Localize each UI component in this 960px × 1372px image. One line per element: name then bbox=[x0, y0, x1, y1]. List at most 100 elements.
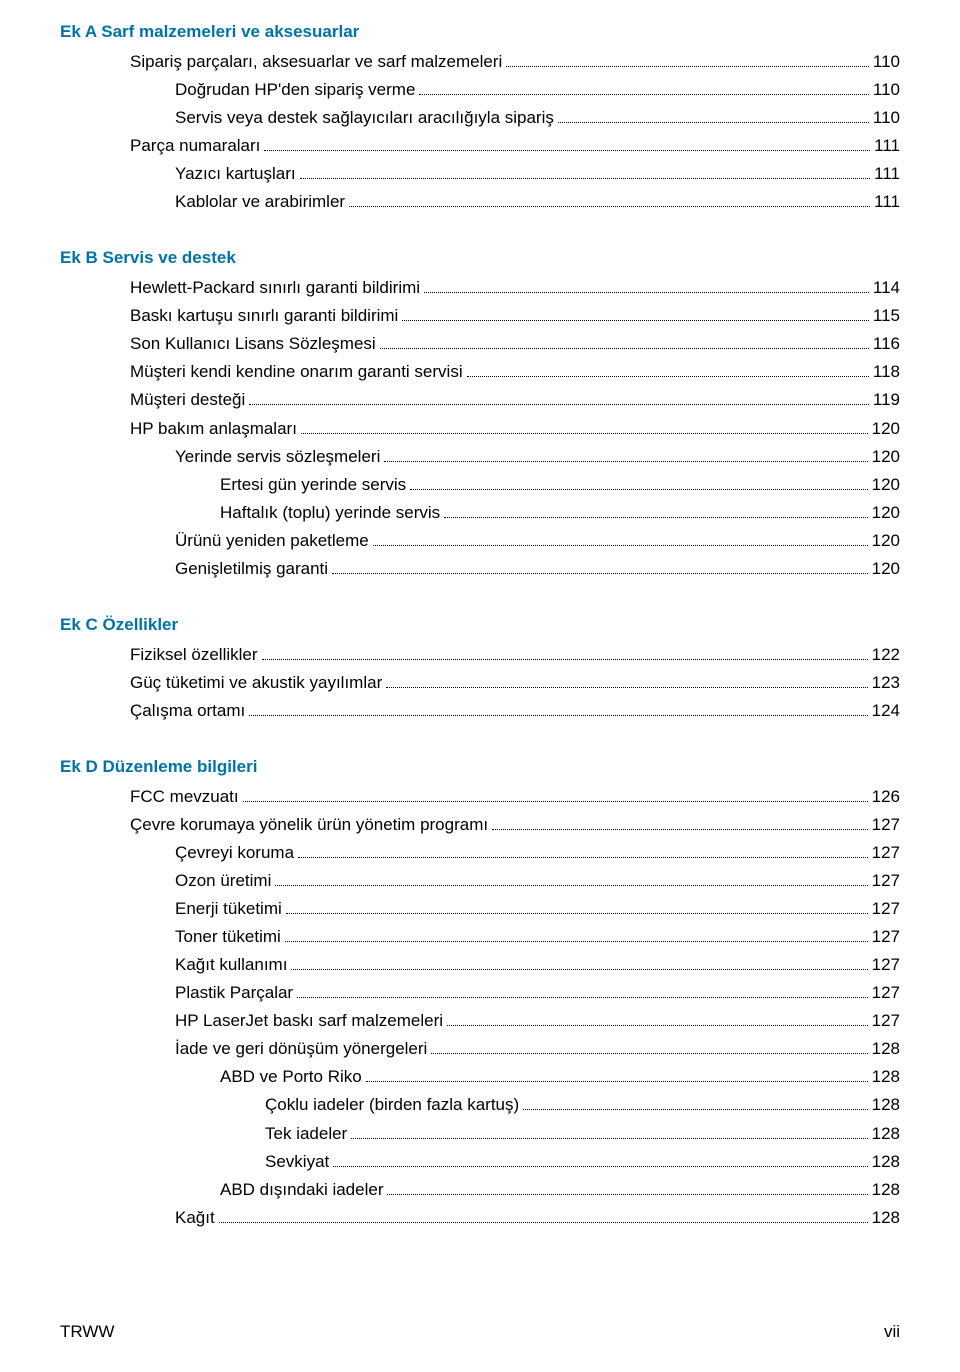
toc-entry: FCC mevzuatı 126 bbox=[60, 783, 900, 811]
toc-entry-page: 114 bbox=[873, 274, 900, 302]
toc-entry-label: Kağıt bbox=[175, 1204, 215, 1232]
toc-entry: Toner tüketimi 127 bbox=[60, 923, 900, 951]
toc-section: Ek C ÖzelliklerFiziksel özellikler122Güç… bbox=[60, 615, 900, 725]
toc-leader-dots bbox=[349, 192, 870, 207]
toc-entry: Haftalık (toplu) yerinde servis 120 bbox=[60, 499, 900, 527]
toc-entry: İade ve geri dönüşüm yönergeleri128 bbox=[60, 1035, 900, 1063]
toc-entry-label: Ozon üretimi bbox=[175, 867, 271, 895]
toc-entry: HP bakım anlaşmaları120 bbox=[60, 415, 900, 443]
toc-entry-page: 128 bbox=[872, 1204, 900, 1232]
toc-entry-page: 111 bbox=[874, 132, 900, 160]
toc-leader-dots bbox=[410, 474, 867, 489]
toc-leader-dots bbox=[286, 899, 868, 914]
toc-entry-page: 122 bbox=[872, 641, 900, 669]
toc-entry: Yerinde servis sözleşmeleri120 bbox=[60, 443, 900, 471]
section-title: Ek C Özellikler bbox=[60, 615, 900, 635]
toc-entry-page: 128 bbox=[872, 1091, 900, 1119]
toc-leader-dots bbox=[506, 52, 869, 67]
toc-entry-label: Ertesi gün yerinde servis bbox=[220, 471, 406, 499]
toc-leader-dots bbox=[431, 1039, 867, 1054]
toc-leader-dots bbox=[444, 502, 867, 517]
toc-section: Ek B Servis ve destekHewlett-Packard sın… bbox=[60, 248, 900, 583]
toc-entry-page: 111 bbox=[874, 160, 900, 188]
toc-entry-page: 128 bbox=[872, 1063, 900, 1091]
toc-entry-page: 127 bbox=[872, 811, 900, 839]
toc-entry-label: Sevkiyat bbox=[265, 1148, 329, 1176]
toc-entry-page: 118 bbox=[873, 358, 900, 386]
toc-entry: HP LaserJet baskı sarf malzemeleri127 bbox=[60, 1007, 900, 1035]
toc-leader-dots bbox=[298, 843, 868, 858]
footer-right: vii bbox=[884, 1322, 900, 1342]
toc-entry-label: HP bakım anlaşmaları bbox=[130, 415, 297, 443]
toc-entry-label: Müşteri desteği bbox=[130, 386, 245, 414]
toc-entry: Müşteri kendi kendine onarım garanti ser… bbox=[60, 358, 900, 386]
toc-leader-dots bbox=[558, 108, 869, 123]
toc-leader-dots bbox=[275, 871, 867, 886]
toc-leader-dots bbox=[492, 815, 868, 830]
toc-entry-page: 127 bbox=[872, 923, 900, 951]
toc-entry-label: Enerji tüketimi bbox=[175, 895, 282, 923]
toc-entry-page: 128 bbox=[872, 1120, 900, 1148]
toc-leader-dots bbox=[249, 701, 867, 716]
toc-entry: Ozon üretimi 127 bbox=[60, 867, 900, 895]
toc-entry: Çevreyi koruma127 bbox=[60, 839, 900, 867]
toc-entry-label: Haftalık (toplu) yerinde servis bbox=[220, 499, 440, 527]
toc-entry-page: 127 bbox=[872, 951, 900, 979]
section-title: Ek D Düzenleme bilgileri bbox=[60, 757, 900, 777]
toc-entry: Parça numaraları111 bbox=[60, 132, 900, 160]
toc-entry-page: 127 bbox=[872, 979, 900, 1007]
toc-leader-dots bbox=[419, 80, 868, 95]
toc-entry: Müşteri desteği 119 bbox=[60, 386, 900, 414]
toc-entry-page: 128 bbox=[872, 1176, 900, 1204]
toc-entry-page: 128 bbox=[872, 1035, 900, 1063]
toc-entry-label: Çevreyi koruma bbox=[175, 839, 294, 867]
toc-leader-dots bbox=[249, 390, 869, 405]
toc-entry-label: Yazıcı kartuşları bbox=[175, 160, 296, 188]
toc-leader-dots bbox=[467, 362, 869, 377]
toc-entry-label: Müşteri kendi kendine onarım garanti ser… bbox=[130, 358, 463, 386]
footer-left: TRWW bbox=[60, 1322, 114, 1342]
toc-entry-label: Baskı kartuşu sınırlı garanti bildirimi bbox=[130, 302, 398, 330]
toc-entry-page: 127 bbox=[872, 867, 900, 895]
toc-entry-page: 115 bbox=[873, 302, 900, 330]
toc-entry-label: Yerinde servis sözleşmeleri bbox=[175, 443, 380, 471]
toc-entry-label: Doğrudan HP'den sipariş verme bbox=[175, 76, 415, 104]
toc-leader-dots bbox=[243, 787, 868, 802]
toc-entry: Yazıcı kartuşları 111 bbox=[60, 160, 900, 188]
toc-entry-label: FCC mevzuatı bbox=[130, 783, 239, 811]
toc-section: Ek D Düzenleme bilgileri FCC mevzuatı 126 Ç… bbox=[60, 757, 900, 1232]
toc-entry-label: Kağıt kullanımı bbox=[175, 951, 287, 979]
toc-entry: Ertesi gün yerinde servis 120 bbox=[60, 471, 900, 499]
toc-entry: Çoklu iadeler (birden fazla kartuş)128 bbox=[60, 1091, 900, 1119]
toc-leader-dots bbox=[424, 278, 869, 293]
toc-leader-dots bbox=[297, 983, 868, 998]
toc-leader-dots bbox=[332, 558, 868, 573]
section-title: Ek A Sarf malzemeleri ve aksesuarlar bbox=[60, 22, 900, 42]
toc-entry-page: 120 bbox=[872, 499, 900, 527]
toc-entry-page: 120 bbox=[872, 471, 900, 499]
toc-entry-page: 123 bbox=[872, 669, 900, 697]
toc-leader-dots bbox=[262, 645, 868, 660]
toc-section: Ek A Sarf malzemeleri ve aksesuarlar Sipa… bbox=[60, 22, 900, 216]
toc-entry-label: Toner tüketimi bbox=[175, 923, 281, 951]
toc-entry: Sevkiyat128 bbox=[60, 1148, 900, 1176]
toc-entry-page: 126 bbox=[872, 783, 900, 811]
toc-entry: Plastik Parçalar127 bbox=[60, 979, 900, 1007]
toc-leader-dots bbox=[351, 1123, 867, 1138]
toc-leader-dots bbox=[285, 927, 868, 942]
toc-entry: Servis veya destek sağlayıcıları aracılı… bbox=[60, 104, 900, 132]
toc-leader-dots bbox=[447, 1011, 868, 1026]
toc-leader-dots bbox=[366, 1067, 868, 1082]
toc-leader-dots bbox=[333, 1151, 867, 1166]
toc-entry: Kağıt 128 bbox=[60, 1204, 900, 1232]
toc-entry: Genişletilmiş garanti120 bbox=[60, 555, 900, 583]
toc-entry-page: 127 bbox=[872, 895, 900, 923]
section-title: Ek B Servis ve destek bbox=[60, 248, 900, 268]
toc-entry: ABD ve Porto Riko128 bbox=[60, 1063, 900, 1091]
toc-entry-label: Sipariş parçaları, aksesuarlar ve sarf m… bbox=[130, 48, 502, 76]
toc-entry-label: ABD dışındaki iadeler bbox=[220, 1176, 383, 1204]
toc-entry-label: Çevre korumaya yönelik ürün yönetim prog… bbox=[130, 811, 488, 839]
toc-entry: Son Kullanıcı Lisans Sözleşmesi116 bbox=[60, 330, 900, 358]
toc-entry-page: 119 bbox=[873, 386, 900, 414]
toc-entry-label: Servis veya destek sağlayıcıları aracılı… bbox=[175, 104, 554, 132]
